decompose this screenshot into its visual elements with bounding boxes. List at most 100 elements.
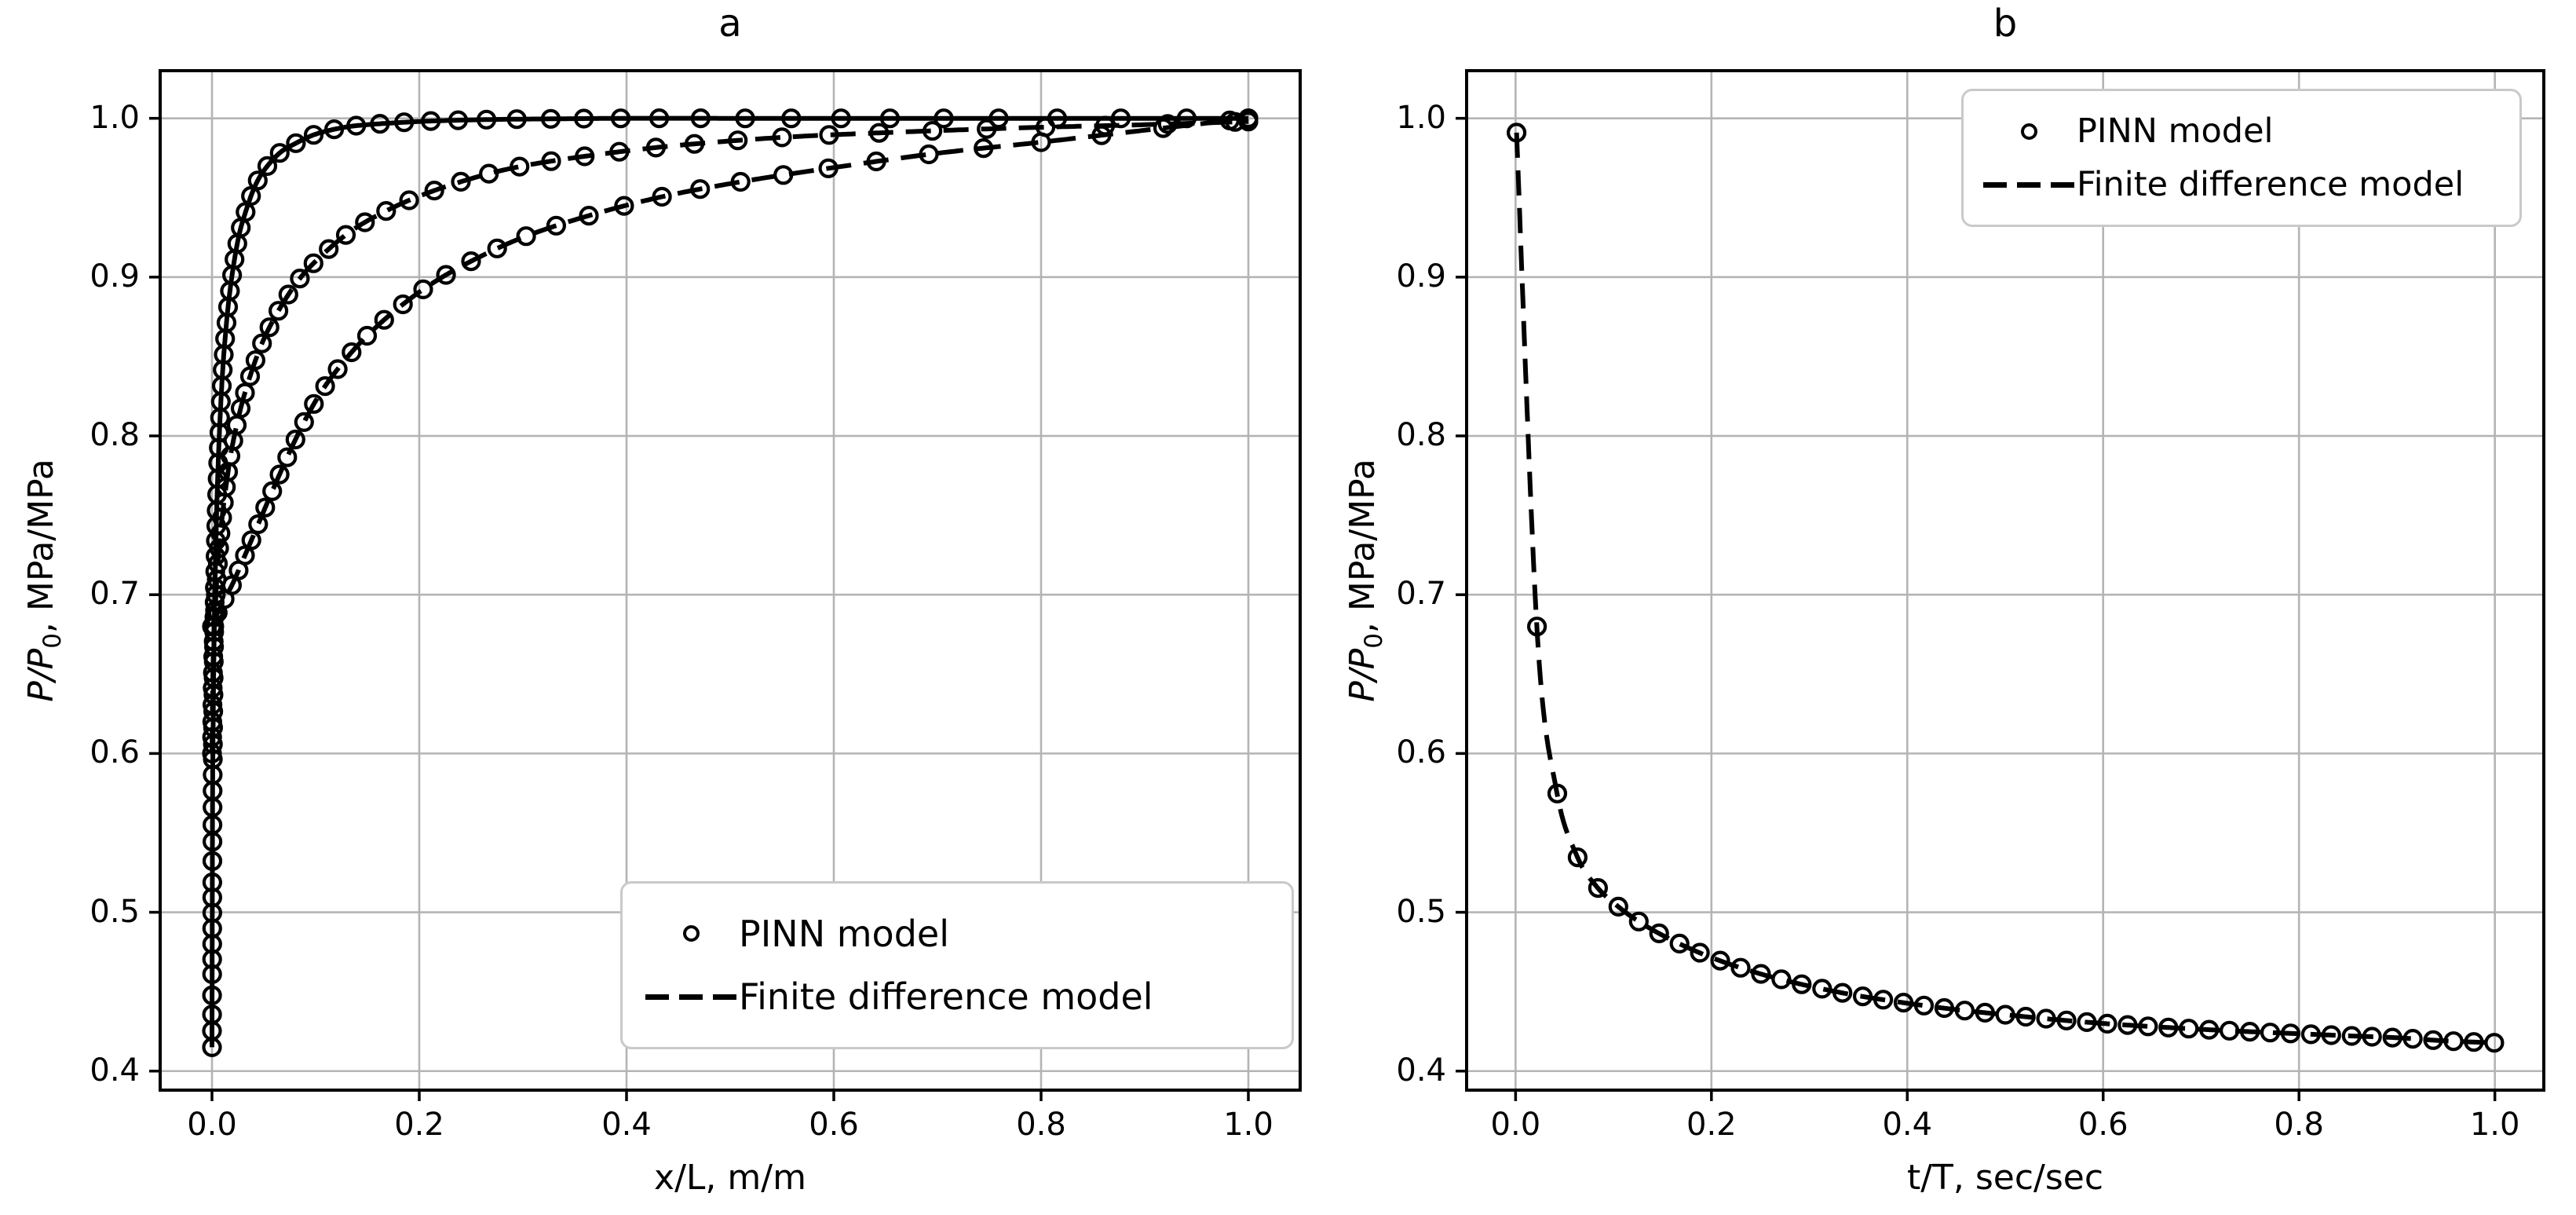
pinn-data-point xyxy=(866,151,886,172)
pinn-data-point xyxy=(327,359,348,379)
pinn-data-point xyxy=(248,514,269,535)
circle-marker-icon xyxy=(643,925,739,942)
pinn-data-point xyxy=(479,163,499,184)
pinn-data-point xyxy=(2423,1030,2443,1050)
pinn-data-point xyxy=(319,239,339,259)
pinn-data-point xyxy=(609,141,630,162)
pinn-data-point xyxy=(575,146,595,167)
pinn-data-point xyxy=(1153,118,1174,138)
pinn-data-point xyxy=(1934,997,1954,1019)
panel-b xyxy=(1456,69,2545,1101)
circle-marker-icon xyxy=(1981,123,2077,140)
legend-item-pinn: PINN model xyxy=(1981,112,2502,151)
y-tick-label: 0.5 xyxy=(1396,893,1446,930)
pinn-data-point xyxy=(540,108,561,129)
legend-item-label: PINN model xyxy=(2077,112,2274,151)
dashed-line-icon xyxy=(643,994,739,1000)
pinn-data-point xyxy=(370,114,390,134)
pinn-data-point xyxy=(1690,942,1710,963)
pinn-data-point xyxy=(2240,1021,2260,1042)
pinn-data-point xyxy=(1995,1005,2015,1025)
ylabel-symbol: P/P xyxy=(21,648,62,702)
panel-a-title: a xyxy=(718,2,742,46)
pinn-data-point xyxy=(919,144,939,165)
finite-difference-line xyxy=(210,115,1249,628)
pinn-data-point xyxy=(1526,617,1547,637)
x-tick-label: 0.8 xyxy=(2274,1107,2324,1143)
pinn-data-point xyxy=(399,190,419,210)
y-tick-label: 0.8 xyxy=(1396,417,1446,453)
pinn-data-point xyxy=(461,251,481,272)
pinn-data-point xyxy=(735,108,755,129)
x-tick-label: 0.0 xyxy=(187,1107,237,1143)
legend-item-label: PINN model xyxy=(739,912,949,955)
x-tick-label: 0.2 xyxy=(394,1107,444,1143)
pinn-data-point xyxy=(2056,1010,2077,1030)
pinn-data-point xyxy=(245,350,265,371)
x-tick-label: 0.0 xyxy=(1490,1107,1541,1143)
pinn-data-point xyxy=(413,279,433,299)
pinn-data-point xyxy=(487,238,507,258)
pinn-data-point xyxy=(202,1005,222,1025)
pinn-data-point xyxy=(346,115,367,136)
ylabel-symbol: P/P xyxy=(1343,648,1383,702)
pinn-data-point xyxy=(202,851,223,871)
pinn-data-point xyxy=(610,108,631,129)
pinn-data-point xyxy=(202,872,222,893)
pinn-data-point xyxy=(303,253,323,273)
pinn-data-point xyxy=(2077,1012,2097,1033)
pinn-data-point xyxy=(262,481,283,502)
pinn-data-point xyxy=(728,130,748,151)
pinn-data-point xyxy=(1832,983,1853,1003)
pinn-data-point xyxy=(294,412,314,433)
pinn-data-point xyxy=(772,127,792,148)
pinn-data-point xyxy=(614,196,634,216)
pinn-data-point xyxy=(1873,990,1894,1010)
pinn-data-point xyxy=(2382,1027,2402,1048)
pinn-data-point xyxy=(324,119,345,140)
pinn-data-point xyxy=(974,138,994,159)
pinn-data-point xyxy=(394,112,415,133)
pinn-data-point xyxy=(1031,132,1051,152)
pinn-data-point xyxy=(652,186,672,207)
pinn-data-point xyxy=(645,137,667,158)
panel-b-legend: PINN model Finite difference model xyxy=(1961,89,2522,227)
pinn-data-point xyxy=(342,342,362,363)
pinn-data-point xyxy=(2260,1023,2281,1043)
pinn-data-point xyxy=(1954,1001,1975,1021)
pinn-data-point xyxy=(510,156,530,177)
pinn-data-point xyxy=(2158,1017,2179,1038)
legend-item-label: Finite difference model xyxy=(2077,165,2465,204)
pinn-data-point xyxy=(304,393,324,414)
y-tick-label: 0.9 xyxy=(90,258,140,295)
pinn-data-point xyxy=(2036,1008,2056,1029)
pinn-data-point xyxy=(393,294,413,315)
ylabel-subscript: 0 xyxy=(1359,633,1388,649)
pinn-data-point xyxy=(1669,933,1690,954)
pinn-data-point xyxy=(730,171,751,192)
pinn-data-point xyxy=(2179,1019,2199,1039)
pinn-data-point xyxy=(506,109,527,130)
pinn-data-point xyxy=(1913,995,1935,1016)
pinn-data-point xyxy=(516,226,536,247)
pinn-data-point xyxy=(1588,877,1609,898)
x-tick-label: 0.8 xyxy=(1016,1107,1066,1143)
pinn-data-point xyxy=(1091,125,1112,145)
y-tick-label: 0.6 xyxy=(90,734,140,771)
pinn-data-point xyxy=(355,212,375,232)
pinn-data-point xyxy=(2138,1016,2158,1037)
y-tick-label: 0.7 xyxy=(1396,576,1446,613)
y-tick-label: 0.7 xyxy=(90,576,140,613)
pinn-data-point xyxy=(421,111,441,131)
pinn-data-point xyxy=(922,121,943,141)
pinn-data-point xyxy=(259,317,280,338)
pinn-data-point xyxy=(2402,1028,2423,1049)
pinn-data-point xyxy=(1628,911,1649,931)
x-tick-label: 1.0 xyxy=(2469,1107,2520,1143)
pinn-data-point xyxy=(2097,1013,2117,1034)
pinn-data-point xyxy=(2220,1020,2240,1041)
pinn-data-point xyxy=(1110,108,1131,129)
pinn-data-point xyxy=(255,497,276,518)
pinn-data-point xyxy=(649,108,670,129)
